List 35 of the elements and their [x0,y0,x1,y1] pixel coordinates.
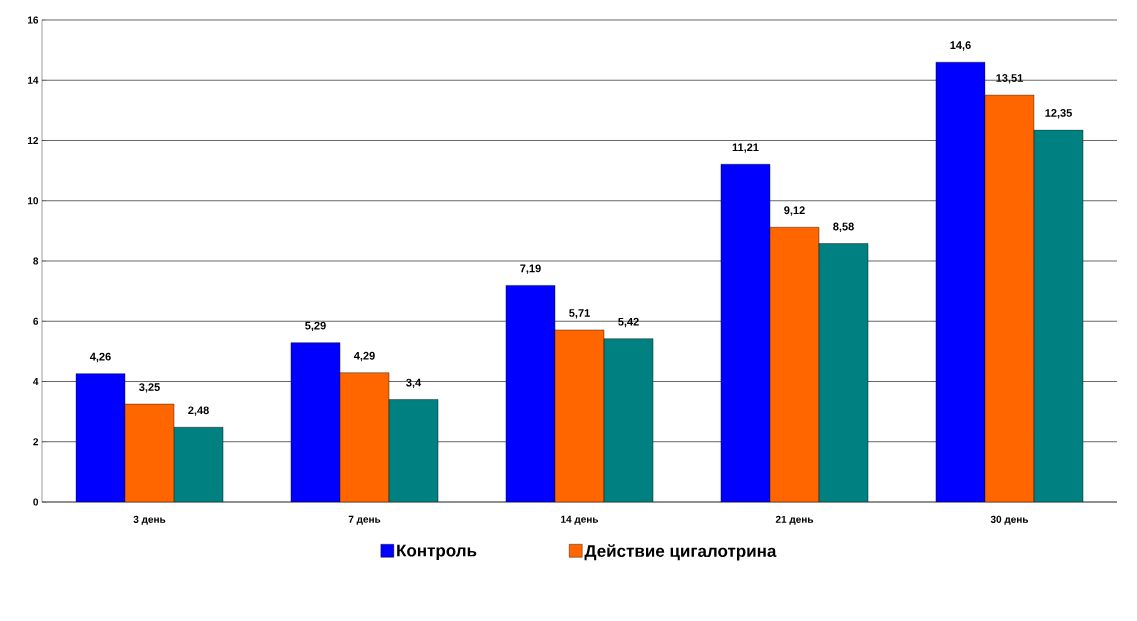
x-tick-label: 7 день [348,515,381,525]
y-tick-label: 12 [27,137,39,144]
bar [603,338,654,502]
legend-label: Контроль [397,544,477,560]
data-label: 7,19 [520,264,541,274]
y-tick-label: 0 [33,498,39,506]
data-label: 12,35 [1045,109,1072,119]
data-label: 5,71 [569,309,590,319]
bar [818,243,869,502]
x-tick-label: 3 день [133,515,166,525]
data-label: 13,51 [996,74,1023,84]
bar [173,427,224,502]
x-tick-label: 14 день [561,515,599,525]
y-tick-label: 16 [27,16,39,24]
data-label: 8,58 [833,222,854,232]
y-tick-label: 8 [33,257,39,265]
data-label: 3,25 [139,383,160,393]
data-label: 9,12 [784,206,805,216]
data-label: 4,26 [89,352,111,363]
y-tick-label: 10 [27,197,39,205]
data-label: 2,48 [188,406,209,416]
legend-label: Действие цигалотрина [584,544,777,561]
bar [1033,129,1084,502]
data-label: 5,42 [618,317,639,328]
y-tick-label: 2 [33,438,39,446]
bar [388,399,439,502]
data-label: 4,29 [353,351,375,362]
x-tick-label: 30 день [990,515,1029,525]
data-label: 11,21 [732,143,759,153]
x-tick-label: 21 день [775,515,814,525]
y-tick-label: 4 [33,378,39,385]
data-label: 14,6 [950,41,971,51]
y-tick-label: 14 [27,76,39,84]
y-tick-label: 6 [33,317,39,325]
data-label: 5,29 [305,321,326,332]
